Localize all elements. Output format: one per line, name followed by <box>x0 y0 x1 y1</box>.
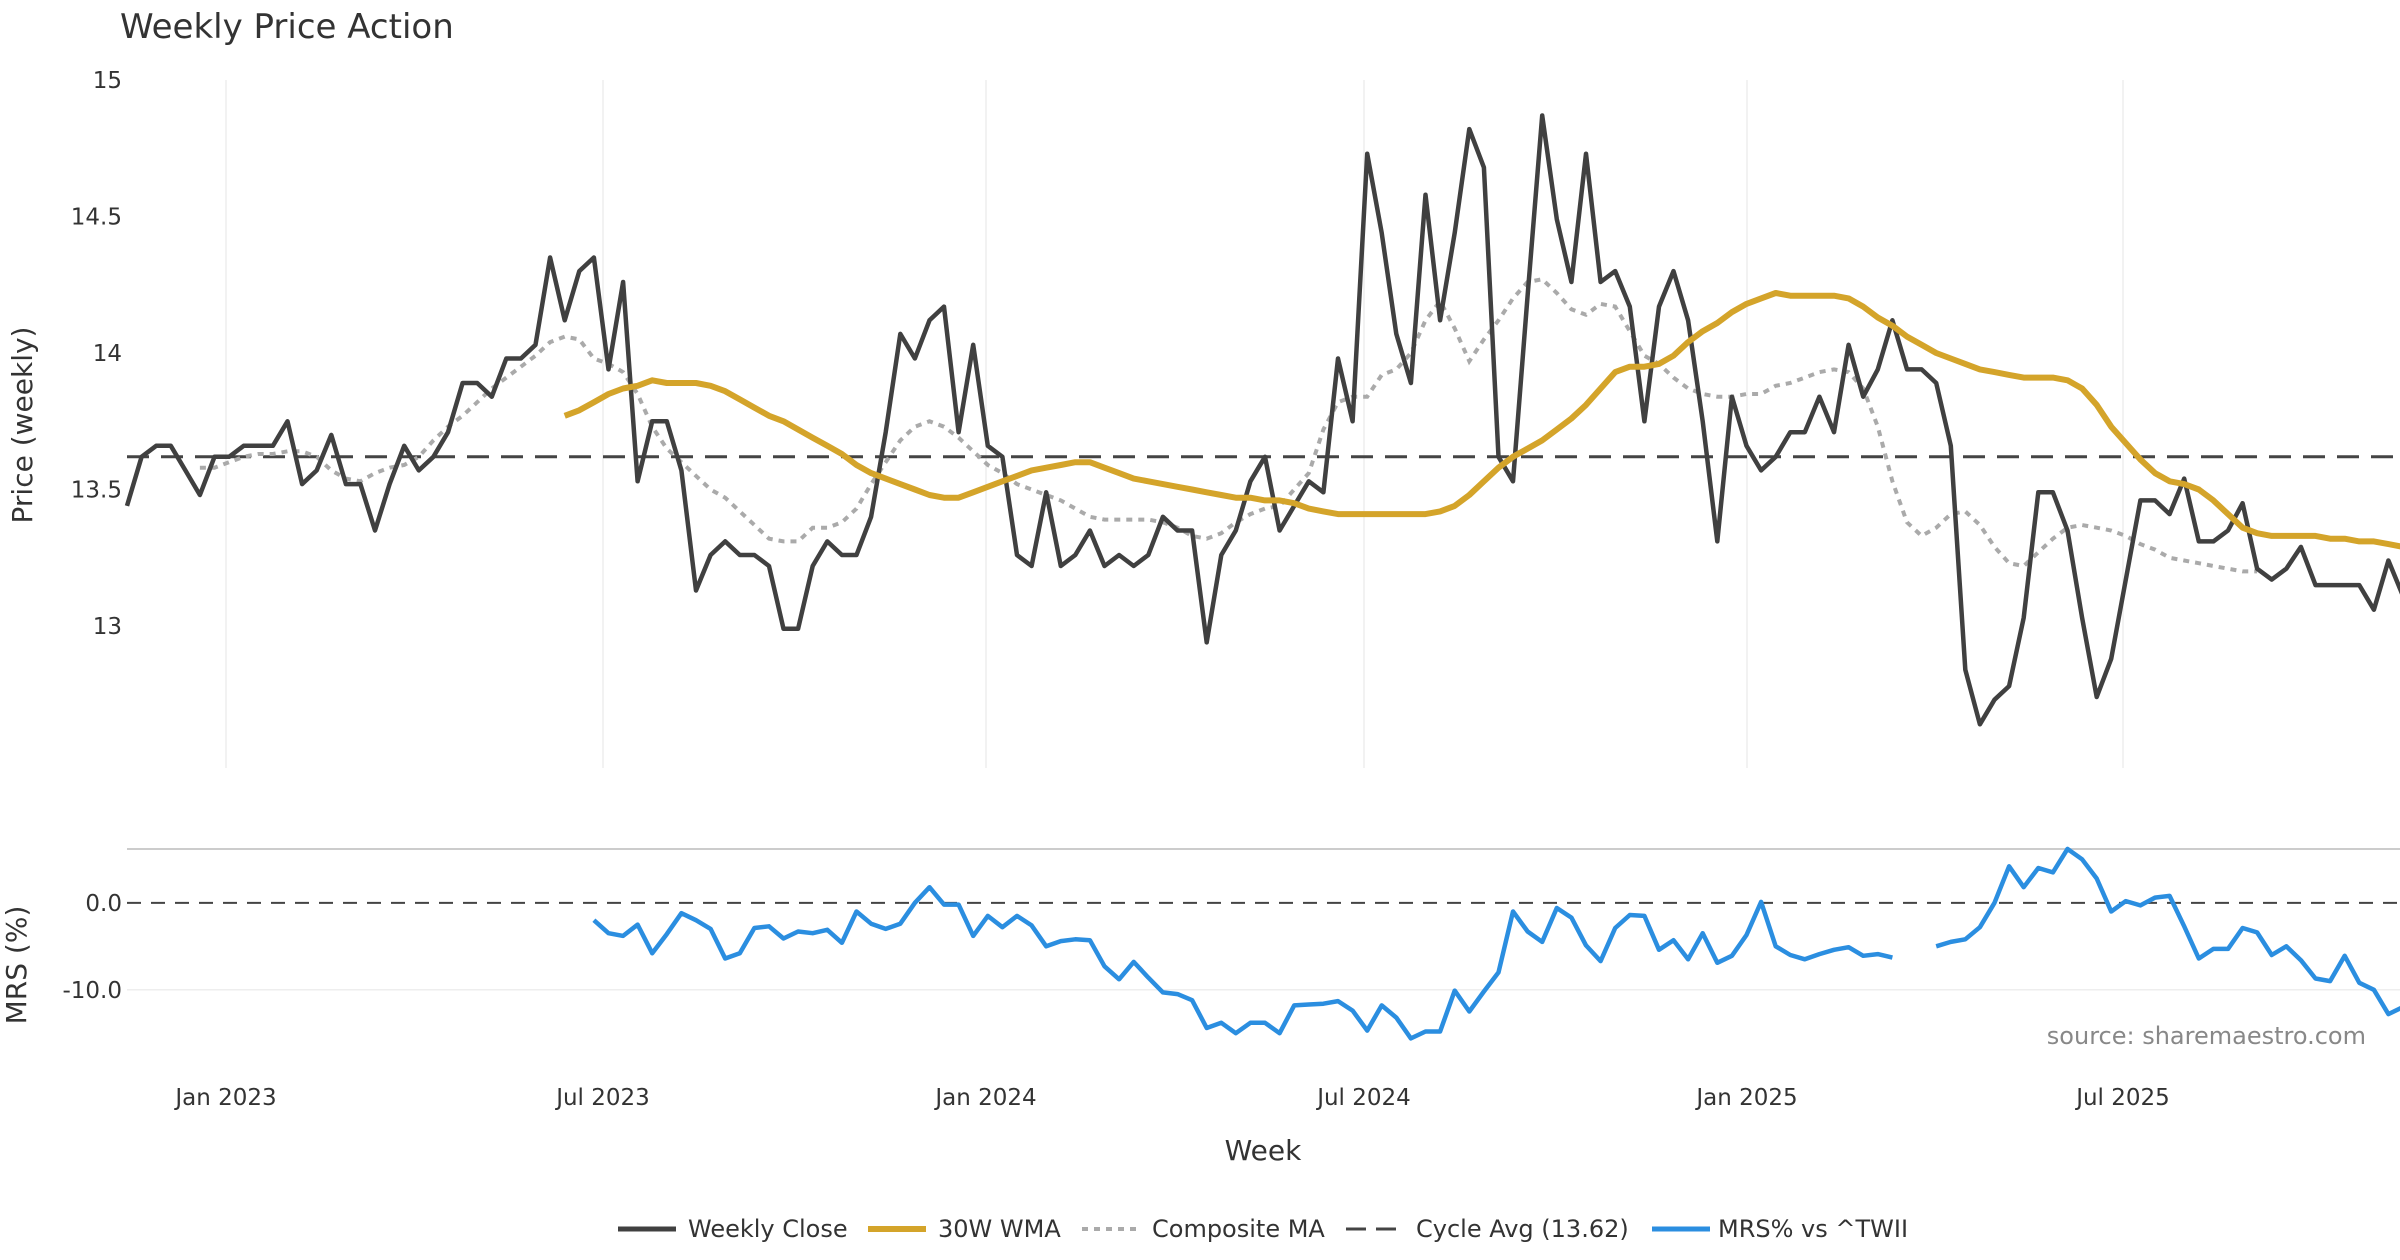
price-y-tick-label: 13 <box>93 614 122 640</box>
composite-ma-line <box>199 277 2258 574</box>
x-tick-label: Jan 2025 <box>1694 1085 1797 1111</box>
legend-label-cycle-avg: Cycle Avg (13.62) <box>1416 1215 1629 1243</box>
x-axis-ticks: Jan 2023 Jul 2023 Jan 2024 Jul 2024 Jan 2025… <box>173 1085 2169 1111</box>
legend: Weekly Close 30W WMA Composite MA Cycle … <box>618 1215 1908 1243</box>
x-tick-label: Jul 2023 <box>554 1085 650 1111</box>
mrs-y-axis-label: MRS (%) <box>0 906 33 1025</box>
price-y-tick-label: 14.5 <box>71 205 122 231</box>
legend-label-mrs: MRS% vs ^TWII <box>1718 1215 1908 1243</box>
mrs-lines <box>592 846 2400 1041</box>
legend-label-weekly-close: Weekly Close <box>688 1215 848 1243</box>
price-y-tick-label: 13.5 <box>71 478 122 504</box>
x-tick-label: Jul 2024 <box>1315 1085 1411 1111</box>
chart-title: Weekly Price Action <box>120 7 454 47</box>
mrs-panel: 0.0 -10.0 MRS (%) source: sharemaestro.co… <box>0 846 2400 1050</box>
legend-label-wma: 30W WMA <box>938 1215 1061 1243</box>
price-y-ticks: 15 14.5 14 13.5 13 <box>71 68 122 640</box>
mrs-y-tick-label: 0.0 <box>85 891 122 917</box>
x-axis-label: Week <box>1225 1134 1302 1167</box>
legend-label-composite: Composite MA <box>1152 1215 1325 1243</box>
mrs-y-ticks: 0.0 -10.0 <box>62 891 122 1004</box>
price-y-tick-label: 14 <box>93 341 122 367</box>
price-y-tick-label: 15 <box>93 68 122 94</box>
x-tick-label: Jan 2024 <box>933 1085 1036 1111</box>
price-y-axis-label: Price (weekly) <box>6 327 39 524</box>
mrs-y-tick-label: -10.0 <box>62 978 122 1004</box>
wma-30w-line <box>563 290 2400 550</box>
mrs-line <box>592 884 1893 1041</box>
x-tick-label: Jan 2023 <box>173 1085 276 1111</box>
weekly-close-line <box>124 113 2400 727</box>
x-tick-label: Jul 2025 <box>2074 1085 2170 1111</box>
mrs-line <box>1935 846 2400 1017</box>
source-label: source: sharemaestro.com <box>2047 1022 2366 1050</box>
price-panel: 15 14.5 14 13.5 13 Price (weekly) <box>6 68 2400 768</box>
price-gridlines <box>225 80 2124 768</box>
